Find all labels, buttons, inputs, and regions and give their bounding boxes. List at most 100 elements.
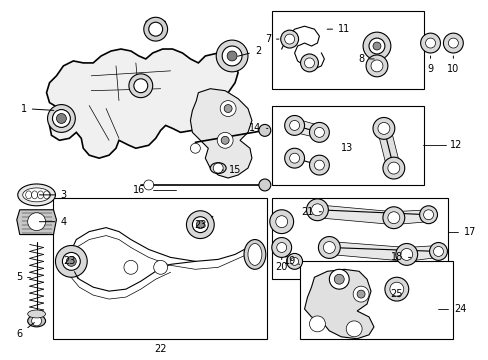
Ellipse shape bbox=[210, 163, 225, 174]
Circle shape bbox=[32, 316, 41, 326]
Circle shape bbox=[362, 32, 390, 60]
Circle shape bbox=[328, 269, 348, 289]
Text: 7: 7 bbox=[264, 34, 278, 44]
Circle shape bbox=[153, 260, 167, 274]
Text: 21: 21 bbox=[301, 207, 321, 217]
Circle shape bbox=[123, 260, 138, 274]
Circle shape bbox=[284, 116, 304, 135]
Circle shape bbox=[55, 246, 87, 277]
Circle shape bbox=[216, 40, 247, 72]
Circle shape bbox=[217, 132, 233, 148]
Circle shape bbox=[148, 22, 163, 36]
Circle shape bbox=[314, 127, 324, 137]
Bar bbox=[271, 11, 423, 89]
Circle shape bbox=[284, 34, 294, 44]
Circle shape bbox=[314, 160, 324, 170]
Circle shape bbox=[300, 54, 318, 72]
Text: 23: 23 bbox=[63, 256, 78, 279]
Bar bbox=[299, 261, 452, 339]
Text: 4: 4 bbox=[40, 217, 66, 227]
Text: 20: 20 bbox=[275, 257, 287, 272]
Circle shape bbox=[423, 210, 433, 220]
Circle shape bbox=[196, 221, 204, 229]
Circle shape bbox=[221, 136, 229, 144]
Circle shape bbox=[318, 237, 340, 258]
Circle shape bbox=[428, 243, 447, 260]
Circle shape bbox=[352, 286, 368, 302]
Circle shape bbox=[143, 17, 167, 41]
Circle shape bbox=[213, 163, 223, 173]
Text: 14: 14 bbox=[248, 123, 267, 134]
Circle shape bbox=[186, 211, 214, 239]
Circle shape bbox=[366, 55, 387, 77]
Circle shape bbox=[419, 206, 437, 224]
Polygon shape bbox=[190, 89, 251, 178]
Circle shape bbox=[258, 125, 270, 136]
Circle shape bbox=[224, 105, 232, 113]
Polygon shape bbox=[145, 19, 165, 29]
Text: 24: 24 bbox=[453, 304, 466, 314]
Ellipse shape bbox=[244, 239, 265, 269]
Text: 2: 2 bbox=[237, 46, 261, 56]
Circle shape bbox=[220, 100, 236, 117]
Circle shape bbox=[356, 290, 365, 298]
Text: 9: 9 bbox=[427, 56, 433, 74]
Circle shape bbox=[280, 30, 298, 48]
Text: 23: 23 bbox=[194, 216, 212, 230]
Text: 6: 6 bbox=[17, 323, 34, 339]
Polygon shape bbox=[317, 205, 427, 225]
Text: 15: 15 bbox=[222, 165, 241, 175]
Circle shape bbox=[387, 162, 399, 174]
Circle shape bbox=[56, 113, 66, 123]
Text: 22: 22 bbox=[154, 344, 166, 354]
Circle shape bbox=[425, 38, 435, 48]
Circle shape bbox=[382, 157, 404, 179]
Text: 13: 13 bbox=[340, 143, 353, 153]
Circle shape bbox=[395, 243, 417, 265]
Bar bbox=[271, 198, 447, 279]
Text: 19: 19 bbox=[283, 256, 299, 266]
Circle shape bbox=[289, 153, 299, 163]
Circle shape bbox=[433, 247, 443, 256]
Circle shape bbox=[384, 277, 408, 301]
Circle shape bbox=[443, 33, 462, 53]
Ellipse shape bbox=[28, 310, 45, 318]
Text: 1: 1 bbox=[20, 104, 54, 113]
Circle shape bbox=[372, 42, 380, 50]
Polygon shape bbox=[17, 210, 56, 235]
Circle shape bbox=[289, 121, 299, 130]
Circle shape bbox=[143, 180, 153, 190]
Circle shape bbox=[286, 253, 302, 269]
Circle shape bbox=[275, 216, 287, 228]
Circle shape bbox=[52, 109, 70, 127]
Circle shape bbox=[377, 122, 389, 134]
Text: 11: 11 bbox=[326, 24, 349, 34]
Circle shape bbox=[370, 60, 382, 72]
Circle shape bbox=[387, 212, 399, 224]
Circle shape bbox=[47, 105, 75, 132]
Circle shape bbox=[309, 316, 325, 332]
Circle shape bbox=[284, 148, 304, 168]
Circle shape bbox=[66, 256, 76, 266]
Circle shape bbox=[382, 207, 404, 229]
Circle shape bbox=[368, 38, 384, 54]
Bar bbox=[271, 105, 423, 185]
Text: 12: 12 bbox=[449, 140, 462, 150]
Circle shape bbox=[271, 238, 291, 257]
Circle shape bbox=[276, 243, 286, 252]
Ellipse shape bbox=[28, 315, 45, 327]
Circle shape bbox=[28, 213, 45, 231]
Circle shape bbox=[323, 242, 335, 253]
Text: 25: 25 bbox=[390, 289, 402, 299]
Circle shape bbox=[290, 257, 298, 265]
Text: 16: 16 bbox=[132, 185, 144, 195]
Circle shape bbox=[400, 248, 412, 260]
Circle shape bbox=[129, 74, 152, 98]
Ellipse shape bbox=[247, 243, 262, 265]
Bar bbox=[53, 198, 266, 339]
Circle shape bbox=[192, 217, 208, 233]
Ellipse shape bbox=[18, 184, 55, 206]
Circle shape bbox=[222, 46, 242, 66]
Polygon shape bbox=[376, 129, 400, 168]
Circle shape bbox=[226, 51, 237, 61]
